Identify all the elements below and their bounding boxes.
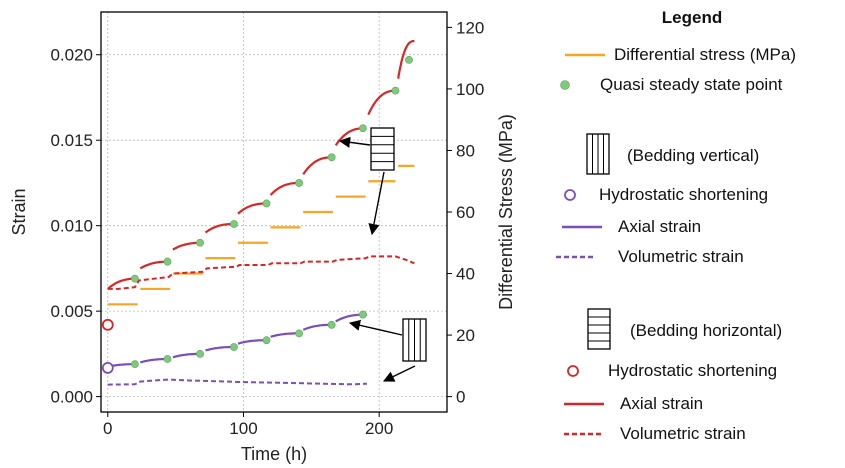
y2-tick-label: 60 bbox=[456, 203, 475, 222]
quasi-steady-point bbox=[196, 349, 204, 358]
y2-tick-label: 20 bbox=[456, 326, 475, 345]
legend-label: (Bedding vertical) bbox=[627, 146, 759, 165]
x-tick-label: 0 bbox=[103, 419, 112, 438]
axial-strain-horizontal-stage bbox=[367, 89, 397, 116]
hydrostatic-shortening-horizontal-marker bbox=[101, 318, 114, 331]
legend-label: Axial strain bbox=[618, 217, 701, 236]
legend-title: Legend bbox=[662, 8, 722, 27]
y2-tick-label: 0 bbox=[456, 388, 465, 407]
axial-strain-horizontal-stage bbox=[397, 39, 415, 79]
plot-area bbox=[101, 39, 415, 386]
legend-swatch-open-circle bbox=[564, 189, 576, 201]
bedding-horizontal-symbol bbox=[370, 127, 395, 171]
quasi-steady-point bbox=[230, 220, 238, 228]
legend-label: Volumetric strain bbox=[620, 424, 746, 443]
legend-swatch-dot bbox=[560, 80, 570, 90]
legend-bedding-horizontal-symbol bbox=[587, 308, 611, 350]
arrow-to-vertical-axial bbox=[348, 319, 403, 336]
legend: Legend Differential stress (MPa) Quasi st… bbox=[556, 8, 796, 443]
y2-tick-label: 100 bbox=[456, 80, 484, 99]
quasi-steady-point bbox=[295, 179, 304, 187]
y-tick-label: 0.020 bbox=[50, 46, 93, 65]
bedding-horizontal-symbol-frame bbox=[370, 127, 395, 171]
legend-label: Axial strain bbox=[620, 394, 703, 413]
y2-axis-label: Differential Stress (MPa) bbox=[496, 114, 516, 310]
arrow-to-horizontal-volumetric bbox=[368, 171, 385, 236]
y-axis-label: Strain bbox=[9, 188, 29, 235]
legend-bedding-horizontal-symbol-frame bbox=[587, 308, 611, 350]
y-tick-label: 0.005 bbox=[50, 302, 93, 321]
axes: 0 100 200 0.000 0.005 0.010 0.015 0.020 0 20 40 60 8… bbox=[50, 18, 484, 438]
quasi-steady-point bbox=[358, 124, 367, 133]
legend-label: Differential stress (MPa) bbox=[614, 45, 796, 64]
quasi-steady-point bbox=[196, 238, 204, 247]
quasi-steady-point bbox=[262, 199, 271, 208]
quasi-steady-point bbox=[295, 329, 304, 338]
bedding-vertical-symbol bbox=[402, 318, 427, 362]
legend-label: Volumetric strain bbox=[618, 247, 744, 266]
annotations bbox=[338, 127, 427, 382]
plot-frame bbox=[100, 11, 448, 413]
y2-tick-label: 120 bbox=[456, 18, 484, 37]
quasi-steady-point bbox=[131, 360, 139, 369]
quasi-steady-point bbox=[358, 310, 367, 319]
grid bbox=[101, 12, 447, 412]
legend-label: Hydrostatic shortening bbox=[599, 185, 768, 204]
y-tick-label: 0.000 bbox=[50, 388, 93, 407]
quasi-steady-point bbox=[163, 257, 172, 266]
y-tick-label: 0.015 bbox=[50, 131, 93, 150]
quasi-steady-point bbox=[262, 336, 271, 345]
quasi-steady-point bbox=[131, 274, 139, 283]
y2-tick-label: 80 bbox=[456, 141, 475, 160]
quasi-steady-point bbox=[391, 86, 400, 95]
quasi-steady-point bbox=[327, 320, 336, 329]
x-axis-label: Time (h) bbox=[241, 444, 307, 464]
quasi-steady-point bbox=[327, 153, 336, 162]
arrow-to-vertical-volumetric bbox=[382, 365, 416, 382]
legend-bedding-vertical-symbol bbox=[586, 133, 610, 175]
legend-label: Quasi steady state point bbox=[600, 75, 783, 94]
axial-strain-horizontal-stage bbox=[302, 156, 333, 176]
volumetric-strain-vertical-line bbox=[107, 378, 367, 386]
legend-label: Hydrostatic shortening bbox=[608, 361, 777, 380]
x-tick-label: 100 bbox=[229, 419, 257, 438]
legend-swatch-open-circle bbox=[567, 365, 579, 377]
y-tick-label: 0.010 bbox=[50, 217, 93, 236]
quasi-steady-point bbox=[405, 55, 413, 64]
hydrostatic-shortening-vertical-marker bbox=[101, 361, 114, 374]
volumetric-strain-horizontal-line bbox=[107, 255, 415, 290]
legend-label: (Bedding horizontal) bbox=[630, 321, 782, 340]
quasi-steady-point bbox=[163, 355, 172, 363]
quasi-steady-point bbox=[230, 343, 238, 351]
y2-tick-label: 40 bbox=[456, 265, 475, 284]
x-tick-label: 200 bbox=[365, 419, 393, 438]
arrow-to-horizontal-axial bbox=[338, 136, 371, 148]
